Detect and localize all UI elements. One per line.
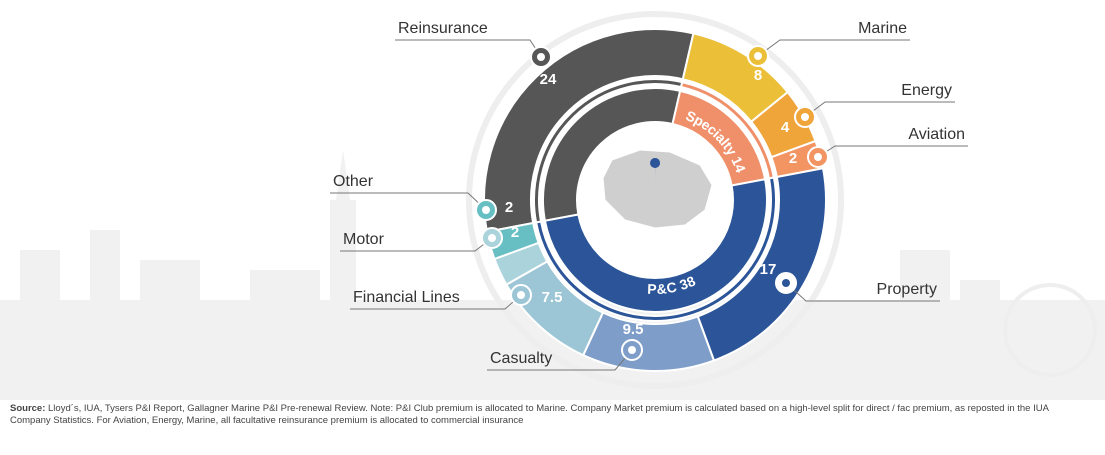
icon-dot [537, 53, 545, 61]
inner-category: P&C [647, 278, 678, 296]
callout-line [817, 145, 968, 158]
icon-dot [782, 279, 790, 287]
inner-label: P&C 38 [647, 272, 698, 297]
category-label: Motor [343, 231, 385, 248]
inner-value: 38 [677, 272, 697, 293]
value-label: 2 [511, 224, 519, 241]
value-label: 2 [505, 199, 513, 216]
value-label: 8 [754, 67, 762, 84]
icon-dot [482, 206, 490, 214]
value-label: 4 [781, 119, 790, 136]
value-label: 17 [760, 261, 777, 278]
value-label: 24 [540, 71, 557, 88]
icon-dot [517, 291, 525, 299]
outer-segment [483, 28, 695, 233]
category-label: Energy [901, 82, 952, 99]
inner-band [534, 176, 777, 322]
category-label: Casualty [490, 350, 552, 367]
icon-dot [754, 52, 762, 60]
callout-line [804, 101, 955, 118]
inner-label-path: P&C 38 [647, 272, 698, 297]
value-label: 9.5 [623, 321, 644, 338]
icon-dot [801, 113, 809, 121]
inner-value: 14 [729, 154, 750, 175]
category-label: Property [877, 281, 937, 298]
icon-dot [488, 234, 496, 242]
source-label: Source: [10, 403, 46, 414]
category-label: Financial Lines [353, 289, 460, 306]
callout-line [757, 39, 910, 57]
outer-halo [466, 11, 844, 389]
source-text: Lloyd´s, IUA, Tysers P&I Report, Gallagn… [10, 403, 1049, 426]
inner-segment [543, 178, 768, 313]
value-label: 7.5 [542, 289, 563, 306]
icon-dot [814, 153, 822, 161]
map [602, 149, 713, 229]
category-label: Reinsurance [398, 20, 488, 37]
source-note: Source: Lloyd´s, IUA, Tysers P&I Report,… [10, 403, 1070, 427]
category-label: Aviation [908, 126, 965, 143]
category-label: Other [333, 173, 374, 190]
icon-dot [628, 346, 636, 354]
category-label: Marine [858, 20, 907, 37]
value-label: 2 [789, 150, 797, 167]
callout-line [395, 39, 542, 58]
rings [483, 28, 827, 372]
